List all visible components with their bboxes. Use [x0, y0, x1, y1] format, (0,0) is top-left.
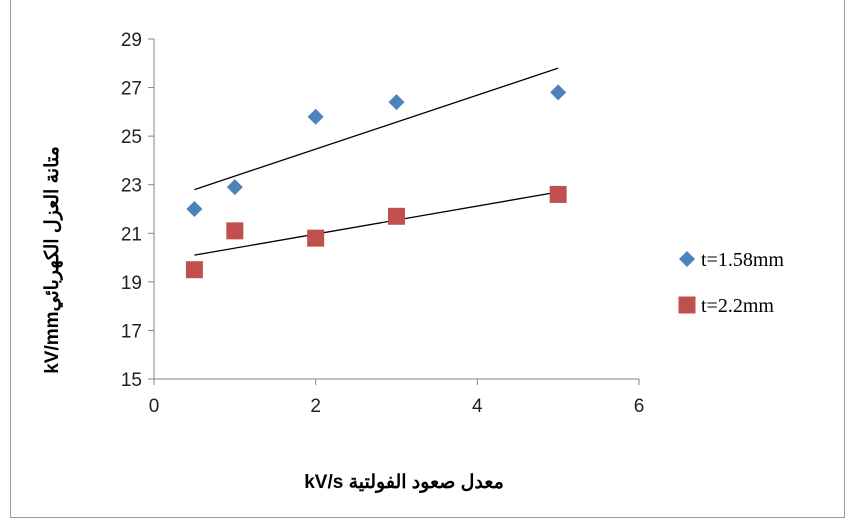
axes: 15 17 19 21 23 25 27 29 0 2 4 6 — [121, 30, 644, 417]
data-point-square — [549, 185, 567, 203]
data-point-diamond — [307, 108, 324, 125]
trendlines — [194, 67, 559, 256]
x-axis-title: kV/s معدل صعود الفولتية — [304, 472, 504, 493]
x-tick-label: 6 — [634, 396, 645, 417]
chart-frame: 15 17 19 21 23 25 27 29 0 2 4 6 kV/mmمتانة العزل ال… — [10, 0, 845, 518]
legend: t=1.58mm t=2.2mm — [678, 249, 784, 317]
data-point-diamond — [388, 94, 405, 111]
y-tick-label: 17 — [121, 321, 142, 342]
y-tick-label: 21 — [121, 224, 142, 245]
data-point-diamond — [550, 84, 567, 101]
y-tick-label: 19 — [121, 273, 142, 294]
legend-label: t=1.58mm — [701, 249, 784, 271]
y-tick-label: 27 — [121, 79, 142, 100]
trendline — [194, 191, 559, 256]
data-point-square — [226, 222, 244, 240]
trendline — [194, 67, 559, 191]
y-axis-title: kV/mmمتانة العزل الكهربائي — [42, 146, 64, 374]
scatter-chart: 15 17 19 21 23 25 27 29 0 2 4 6 kV/mmمتانة العزل ال… — [42, 30, 784, 493]
data-point-square — [185, 261, 203, 279]
data-point-diamond — [186, 201, 203, 217]
legend-diamond-icon — [679, 251, 695, 267]
y-tick-label: 29 — [121, 30, 142, 51]
data-point-diamond — [226, 179, 243, 196]
y-tick-label: 15 — [121, 370, 142, 391]
x-tick-label: 2 — [310, 396, 321, 417]
legend-square-icon — [678, 296, 696, 314]
data-point-square — [307, 229, 325, 247]
y-tick-label: 23 — [121, 176, 142, 197]
data-points — [185, 84, 567, 279]
x-tick-label: 4 — [472, 396, 483, 417]
x-tick-label: 0 — [149, 396, 160, 417]
y-tick-label: 25 — [121, 127, 142, 148]
legend-item: t=1.58mm — [679, 249, 784, 271]
legend-label: t=2.2mm — [701, 295, 774, 317]
legend-item: t=2.2mm — [678, 295, 774, 317]
data-point-square — [388, 207, 405, 225]
